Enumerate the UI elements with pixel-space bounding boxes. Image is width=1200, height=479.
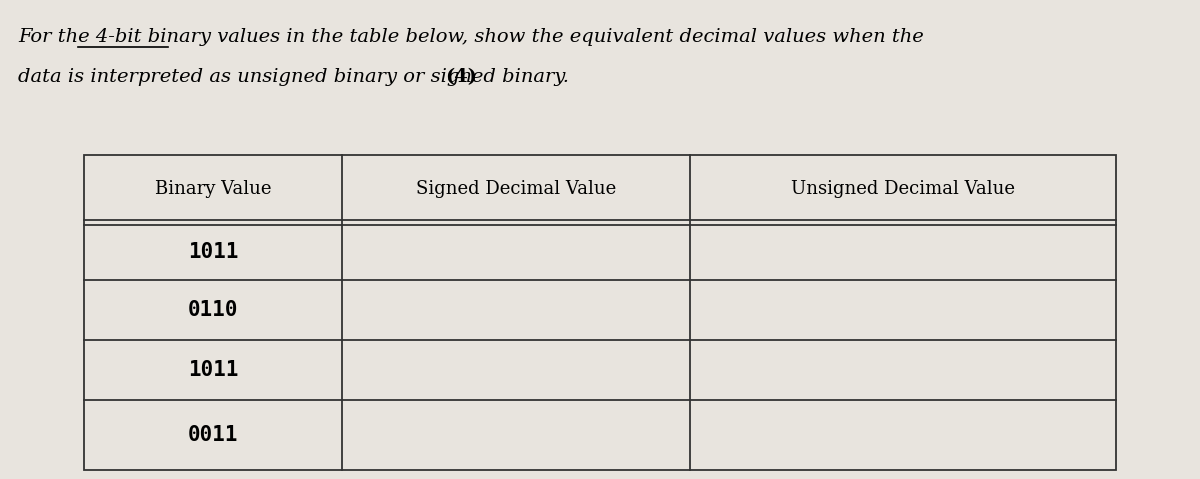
Text: 0011: 0011 [187,425,239,445]
Text: For the 4-bit binary values in the table below, show the equivalent decimal valu: For the 4-bit binary values in the table… [18,28,924,46]
Text: 1011: 1011 [187,360,239,380]
Bar [84,155,1116,470]
Text: Signed Decimal Value: Signed Decimal Value [416,181,616,198]
Text: Binary Value: Binary Value [155,181,271,198]
Text: Unsigned Decimal Value: Unsigned Decimal Value [791,181,1015,198]
Text: (4): (4) [445,68,478,86]
Text: 1011: 1011 [187,242,239,262]
Text: 0110: 0110 [187,300,239,320]
Text: data is interpreted as unsigned binary or signed binary.: data is interpreted as unsigned binary o… [18,68,575,86]
